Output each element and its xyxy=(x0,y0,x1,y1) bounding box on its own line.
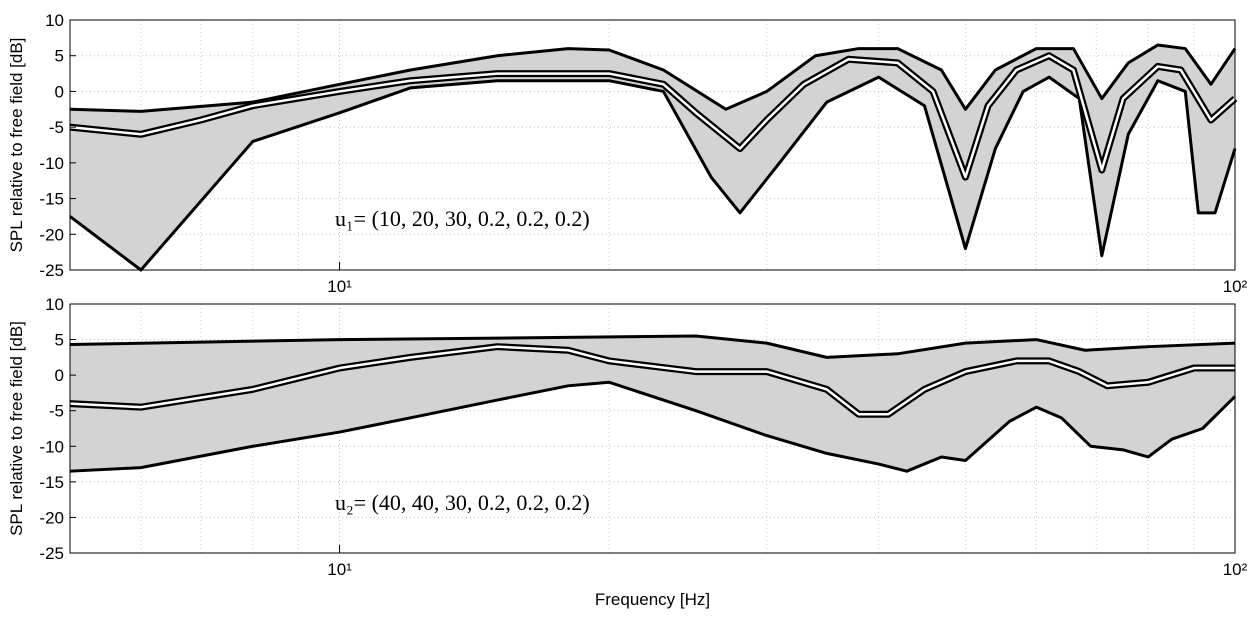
envelope-band xyxy=(70,45,1235,270)
y-tick-label: -5 xyxy=(49,402,64,421)
annotation: u₁= (10, 20, 30, 0.2, 0.2, 0.2) xyxy=(335,206,590,231)
x-tick-label: 10¹ xyxy=(327,560,352,579)
envelope-band xyxy=(70,336,1235,472)
y-axis-label: SPL relative to free field [dB] xyxy=(7,321,26,536)
series-line xyxy=(69,345,1235,416)
x-axis-label: Frequency [Hz] xyxy=(595,590,710,609)
y-tick-label: -15 xyxy=(39,473,64,492)
y-tick-label: 10 xyxy=(45,295,64,314)
y-axis-label: SPL relative to free field [dB] xyxy=(7,38,26,253)
y-tick-label: 10 xyxy=(45,11,64,30)
x-tick-label: 10² xyxy=(1223,560,1248,579)
y-tick-label: -15 xyxy=(39,190,64,209)
plot-frame xyxy=(69,19,1236,271)
series-line xyxy=(69,75,1237,272)
y-tick-label: 5 xyxy=(55,47,64,66)
annotation: u₂= (40, 40, 30, 0.2, 0.2, 0.2) xyxy=(335,490,590,515)
y-tick-label: -20 xyxy=(39,225,64,244)
y-tick-label: -10 xyxy=(39,154,64,173)
y-tick-label: -25 xyxy=(39,261,64,280)
plot-frame xyxy=(69,303,1236,554)
series-line xyxy=(69,334,1236,359)
x-tick-label: 10¹ xyxy=(327,277,352,296)
series-line xyxy=(69,54,1236,179)
x-tick-label: 10² xyxy=(1223,277,1248,296)
y-tick-label: 0 xyxy=(55,82,64,101)
series-line xyxy=(69,380,1237,473)
y-tick-label: 0 xyxy=(55,366,64,385)
y-tick-label: -10 xyxy=(39,437,64,456)
y-tick-label: -25 xyxy=(39,544,64,563)
y-tick-label: -20 xyxy=(39,508,64,527)
series-line xyxy=(69,43,1237,113)
y-tick-label: -5 xyxy=(49,118,64,137)
y-tick-label: 5 xyxy=(55,331,64,350)
